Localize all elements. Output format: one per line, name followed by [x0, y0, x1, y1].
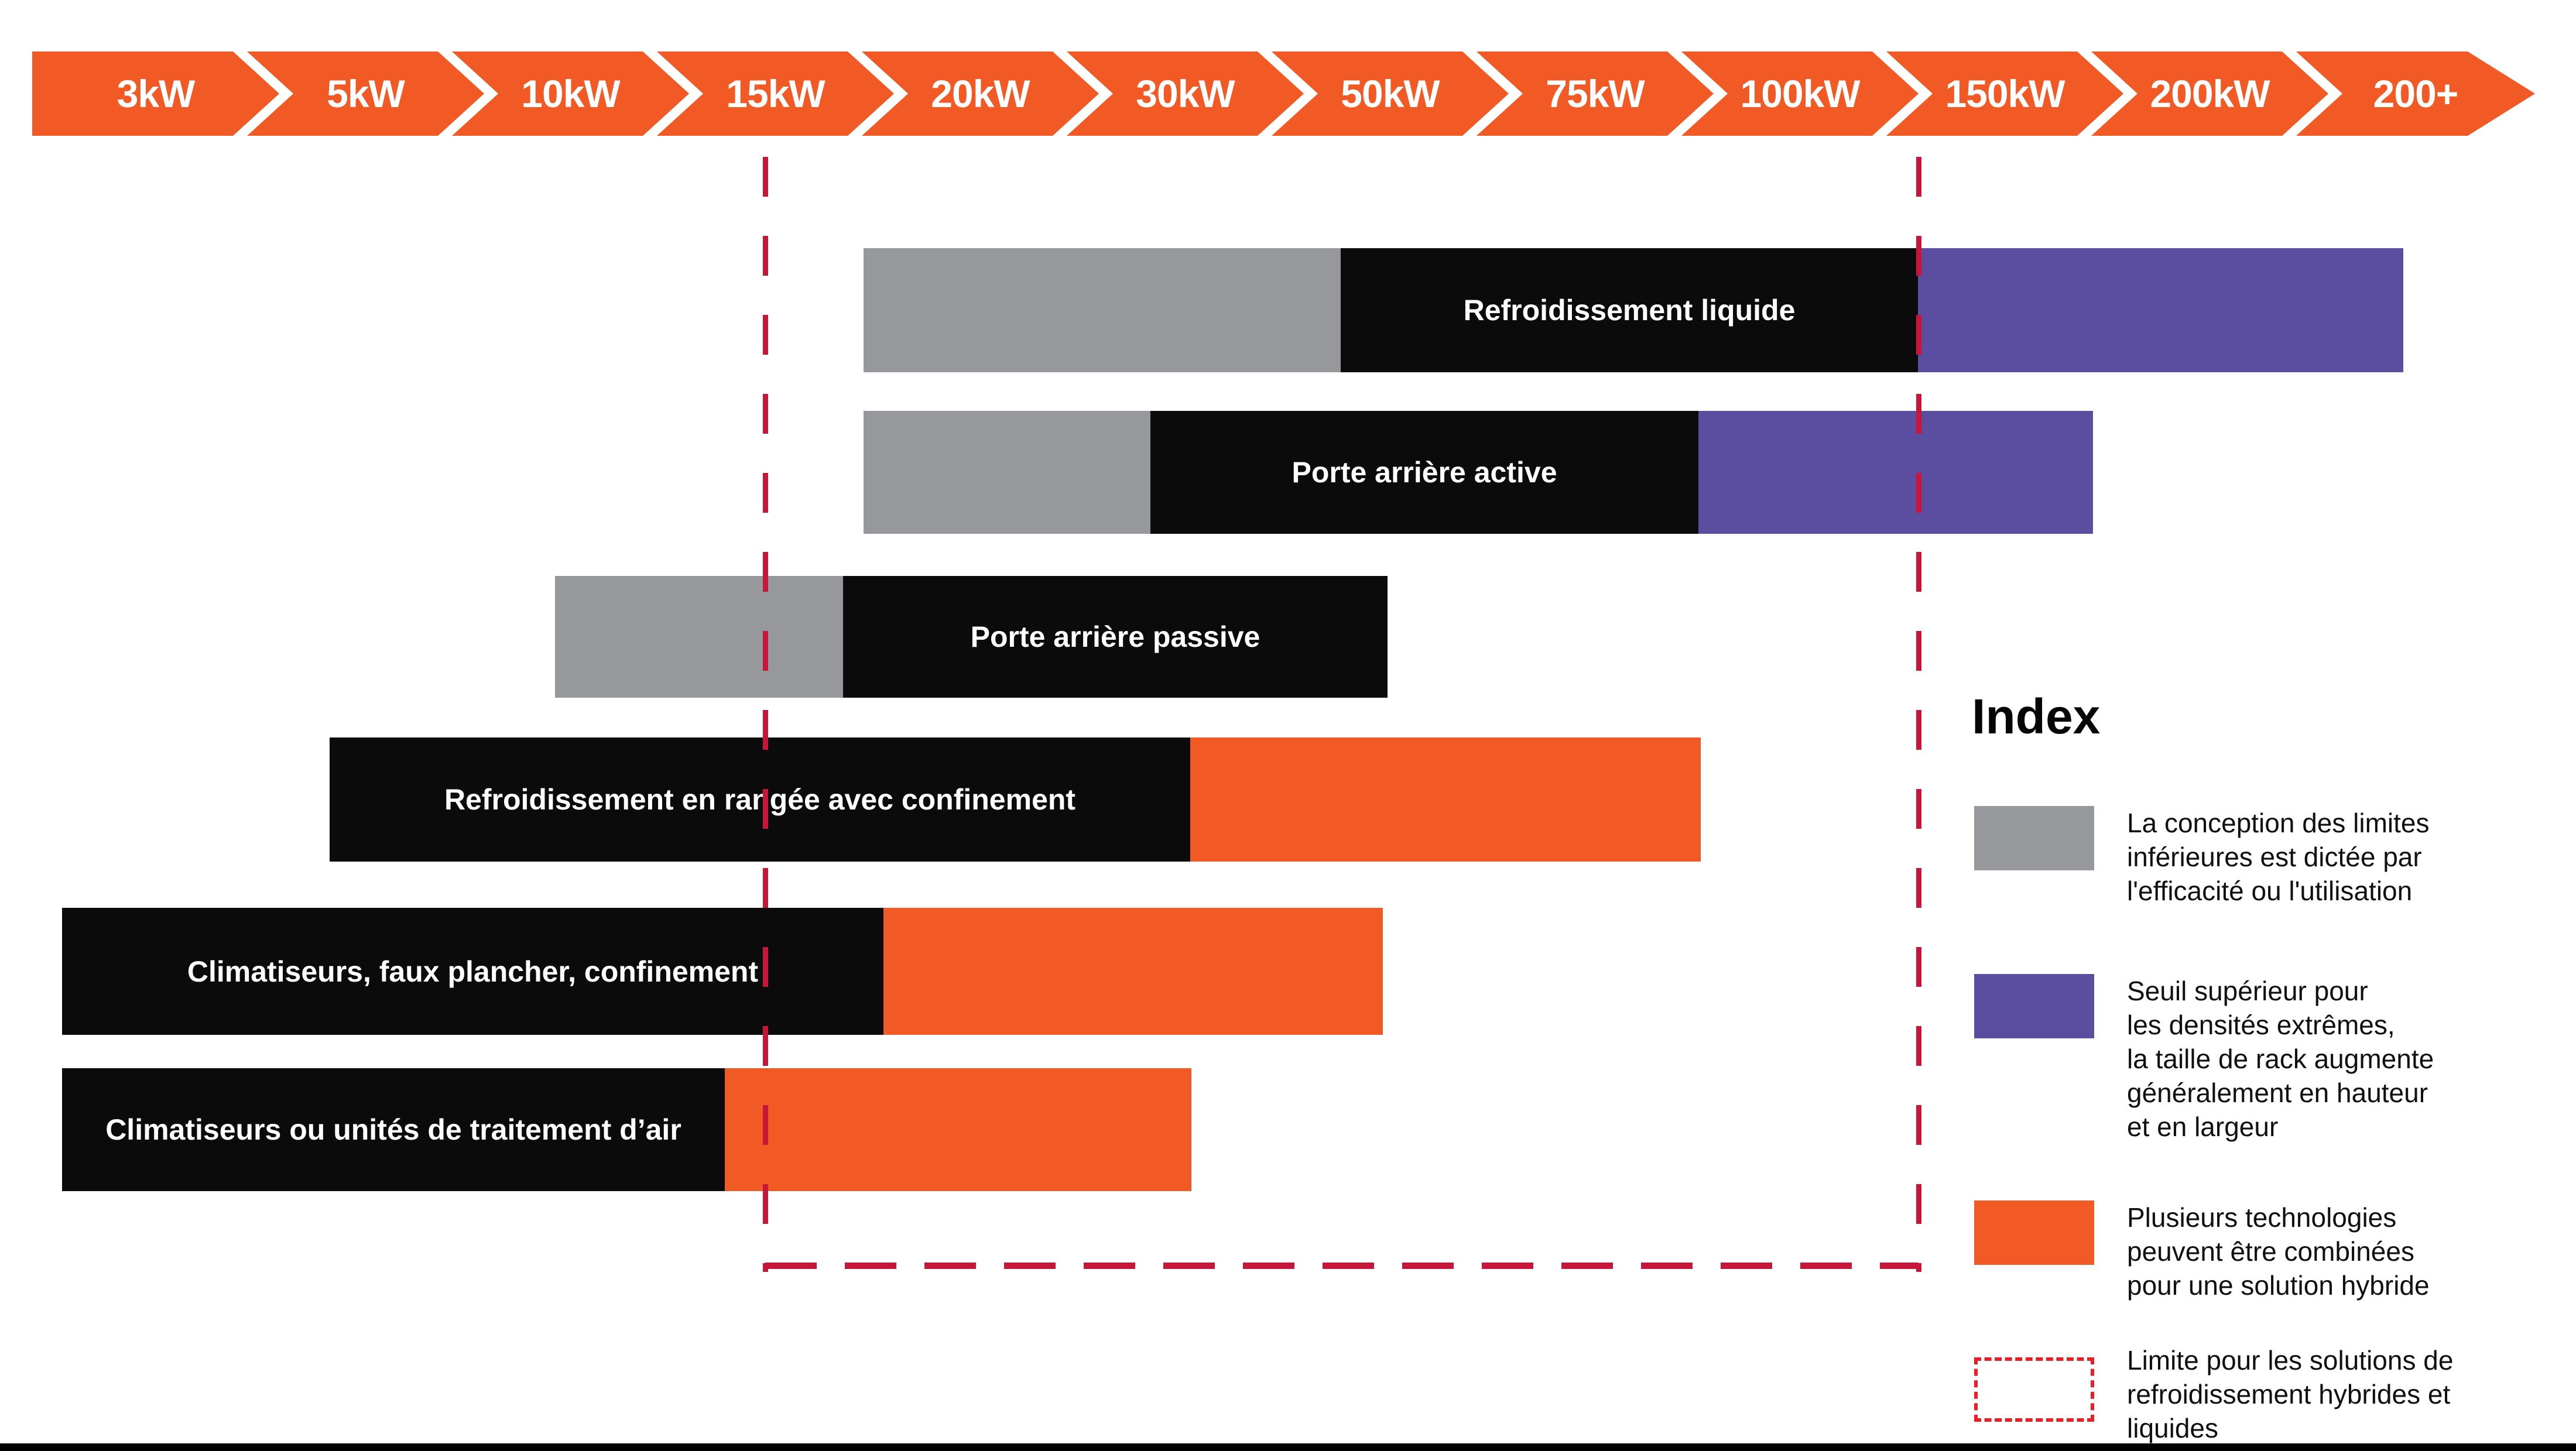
scale-arrow-200+: 200+ — [2296, 52, 2535, 136]
scale-arrow-200kW: 200kW — [2091, 52, 2328, 136]
scale-arrow-50kW: 50kW — [1272, 52, 1509, 136]
legend-gray-swatch — [1974, 806, 2094, 870]
scale-arrow-label: 3kW — [117, 72, 196, 115]
bar-segment-black — [1341, 248, 1918, 372]
scale-arrow-150kW: 150kW — [1886, 52, 2123, 136]
hybrid-boundary-right-line — [1916, 157, 1921, 1272]
bar-segment-gray — [864, 248, 1341, 372]
bar-segment-black — [62, 1068, 725, 1191]
bottom-rule — [0, 1443, 2576, 1451]
bar-segment-black — [1150, 411, 1698, 534]
legend-orange-swatch — [1974, 1200, 2094, 1265]
scale-arrow-label: 5kW — [327, 72, 405, 115]
scale-arrow-label: 15kW — [726, 72, 825, 115]
legend-orange-text: Plusieurs technologies peuvent être comb… — [2127, 1202, 2430, 1301]
bar-segment-orange — [1190, 737, 1701, 862]
scale-arrow-100kW: 100kW — [1681, 52, 1919, 136]
scale-arrow-75kW: 75kW — [1477, 52, 1714, 136]
scale-arrow-20kW: 20kW — [862, 52, 1099, 136]
legend-purple-text: Seuil supérieur pour les densités extrêm… — [2127, 976, 2434, 1142]
legend-title: Index — [1972, 689, 2101, 744]
bar-label: Climatiseurs, faux plancher, confinement — [187, 955, 759, 988]
legend-gray-text: La conception des limites inférieures es… — [2127, 808, 2430, 906]
bar-segment-black — [843, 576, 1388, 698]
scale-arrow-label: 200kW — [2150, 72, 2270, 115]
legend-red-dashed-text: Limite pour les solutions de refroidisse… — [2127, 1345, 2454, 1443]
legend-purple-swatch — [1974, 974, 2094, 1038]
hybrid-boundary-left-line — [763, 157, 768, 1272]
bar-label: Porte arrière active — [1292, 456, 1557, 489]
scale-arrow-label: 150kW — [1945, 72, 2065, 115]
scale-arrow-label: 75kW — [1546, 72, 1645, 115]
hybrid-boundary-bottom-line — [765, 1263, 1919, 1269]
scale-arrow-label: 30kW — [1136, 72, 1235, 115]
bar-segment-orange — [725, 1068, 1191, 1191]
bar-label: Climatiseurs ou unités de traitement d’a… — [105, 1113, 681, 1146]
scale-arrow-label: 50kW — [1341, 72, 1440, 115]
scale-arrow-30kW: 30kW — [1067, 52, 1304, 136]
scale-arrow-label: 20kW — [931, 72, 1030, 115]
bar-segment-black — [330, 737, 1190, 862]
scale-arrow-10kW: 10kW — [452, 52, 689, 136]
bar-segment-black — [62, 908, 883, 1035]
bar-segment-purple — [1918, 248, 2403, 372]
scale-arrow-label: 10kW — [521, 72, 620, 115]
scale-arrow-label: 100kW — [1740, 72, 1860, 115]
bar-segment-gray — [555, 576, 843, 698]
bar-label: Porte arrière passive — [970, 620, 1260, 653]
bar-segment-gray — [864, 411, 1150, 534]
legend-red-dashed-swatch — [1974, 1357, 2094, 1422]
bar-label: Refroidissement liquide — [1463, 294, 1796, 327]
scale-arrow-15kW: 15kW — [657, 52, 894, 136]
scale-arrow-5kW: 5kW — [247, 52, 484, 136]
bar-segment-purple — [1698, 411, 2093, 534]
scale-arrow-3kW: 3kW — [32, 52, 279, 136]
scale-arrow-label: 200+ — [2373, 72, 2459, 115]
bar-label: Refroidissement en rangée avec confineme… — [444, 783, 1076, 816]
bar-segment-orange — [883, 908, 1383, 1035]
